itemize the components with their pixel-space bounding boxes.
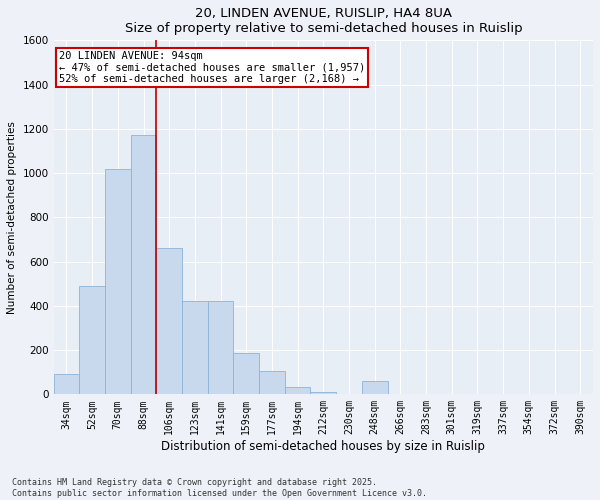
X-axis label: Distribution of semi-detached houses by size in Ruislip: Distribution of semi-detached houses by … [161,440,485,453]
Bar [208,302,233,394]
Bar [285,386,310,394]
Bar [79,286,105,395]
Text: Contains HM Land Registry data © Crown copyright and database right 2025.
Contai: Contains HM Land Registry data © Crown c… [12,478,427,498]
Bar [310,392,336,394]
Text: 20 LINDEN AVENUE: 94sqm
← 47% of semi-detached houses are smaller (1,957)
52% of: 20 LINDEN AVENUE: 94sqm ← 47% of semi-de… [59,51,365,84]
Bar [259,371,285,394]
Y-axis label: Number of semi-detached properties: Number of semi-detached properties [7,121,17,314]
Bar [182,302,208,394]
Bar [362,381,388,394]
Bar [157,248,182,394]
Title: 20, LINDEN AVENUE, RUISLIP, HA4 8UA
Size of property relative to semi-detached h: 20, LINDEN AVENUE, RUISLIP, HA4 8UA Size… [125,7,522,35]
Bar [233,354,259,395]
Bar [53,374,79,394]
Bar [131,136,157,394]
Bar [105,168,131,394]
